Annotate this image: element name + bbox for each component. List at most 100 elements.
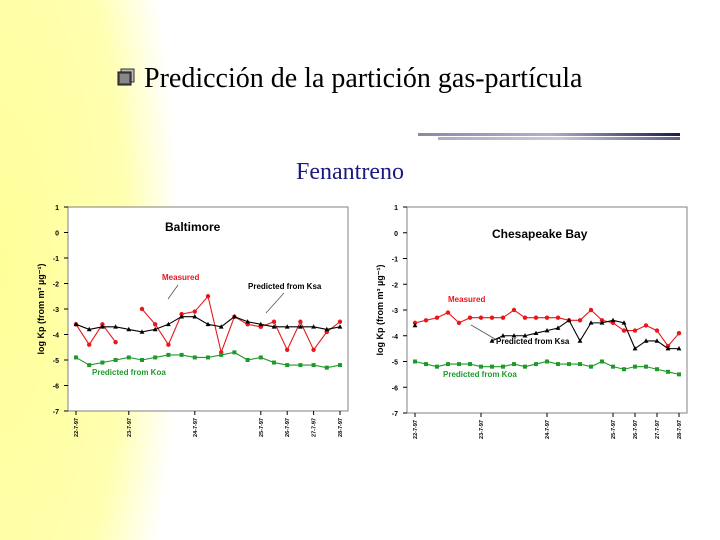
data-point xyxy=(424,362,428,367)
x-tick-label: 24-7-97 xyxy=(193,418,199,437)
data-point xyxy=(468,362,472,367)
y-tick-label: -4 xyxy=(53,333,59,340)
data-point xyxy=(676,346,682,351)
data-point xyxy=(500,315,506,320)
series-annotation: Measured xyxy=(448,295,485,304)
y-axis-label: log Kp (from m³ µg⁻¹) xyxy=(375,265,385,356)
data-point xyxy=(567,362,571,367)
data-point xyxy=(489,315,495,320)
data-point xyxy=(166,342,171,347)
series-annotation: Measured xyxy=(162,273,199,282)
data-point xyxy=(566,317,572,323)
data-point xyxy=(467,315,473,320)
data-point xyxy=(285,347,290,352)
data-point xyxy=(643,323,649,328)
data-point xyxy=(632,328,638,333)
data-point xyxy=(544,315,550,320)
y-tick-label: -1 xyxy=(392,257,398,264)
data-point xyxy=(206,355,210,360)
data-point xyxy=(522,333,528,338)
x-tick-label: 24-7-97 xyxy=(545,420,551,439)
data-point xyxy=(337,324,343,329)
data-point xyxy=(665,346,671,351)
data-point xyxy=(153,322,158,327)
cube-bullet-icon xyxy=(117,68,135,86)
data-point xyxy=(633,364,637,369)
data-point xyxy=(258,355,263,360)
data-point xyxy=(655,367,659,372)
data-point xyxy=(434,315,440,320)
data-point xyxy=(588,307,594,313)
data-point xyxy=(192,314,198,319)
data-point xyxy=(610,317,616,323)
x-tick-label: 27-7-97 xyxy=(312,418,318,437)
y-tick-label: 1 xyxy=(394,205,398,212)
data-point xyxy=(588,320,594,325)
data-point xyxy=(435,364,439,369)
data-point xyxy=(600,359,604,364)
data-point xyxy=(611,364,615,369)
y-tick-label: -3 xyxy=(392,308,398,315)
data-point xyxy=(555,325,561,330)
data-point xyxy=(666,369,670,374)
data-point xyxy=(511,307,517,313)
y-tick-label: -4 xyxy=(392,334,398,341)
data-point xyxy=(654,328,660,333)
data-point xyxy=(218,324,224,329)
data-point xyxy=(622,367,626,372)
series-annotation: Predicted from Ksa xyxy=(496,337,570,346)
data-point xyxy=(621,328,627,333)
slide-subtitle: Fenantreno xyxy=(296,159,404,185)
data-point xyxy=(523,364,527,369)
data-point xyxy=(205,294,211,299)
data-point xyxy=(456,320,462,326)
data-point xyxy=(489,338,495,343)
data-point xyxy=(501,364,505,369)
x-tick-label: 22-7-97 xyxy=(74,418,80,437)
data-point xyxy=(324,326,330,332)
data-point xyxy=(522,315,528,320)
x-tick-label: 27-7-97 xyxy=(655,420,661,439)
data-point xyxy=(654,338,660,343)
y-tick-label: -6 xyxy=(53,384,59,391)
y-tick-label: -3 xyxy=(53,307,59,314)
y-tick-label: -7 xyxy=(392,411,398,418)
y-tick-label: -5 xyxy=(392,360,398,367)
y-tick-label: 0 xyxy=(55,231,59,238)
x-tick-label: 25-7-97 xyxy=(611,420,617,439)
data-point xyxy=(126,355,131,360)
data-point xyxy=(152,326,158,332)
data-point xyxy=(599,320,605,325)
annotation-leader xyxy=(265,292,285,314)
data-point xyxy=(311,363,316,368)
x-tick-label: 28-7-97 xyxy=(677,420,683,439)
x-tick-label: 23-7-97 xyxy=(127,418,133,437)
data-point xyxy=(192,355,197,360)
data-point xyxy=(578,362,582,367)
data-point xyxy=(87,363,92,368)
data-point xyxy=(285,363,290,368)
data-point xyxy=(153,355,158,360)
chart-baltimore: 1 0 -1 -2 -3 -4 -5 -6 -7 log Kp (from m³ µg⁻¹) 22-… xyxy=(36,205,349,437)
data-point xyxy=(113,324,118,329)
data-point xyxy=(219,352,224,357)
data-point xyxy=(74,355,78,360)
data-point xyxy=(445,310,451,315)
data-point xyxy=(245,358,250,362)
slide-title: Predicción de la partición gas-partícula xyxy=(144,63,583,94)
data-point xyxy=(139,329,145,334)
series-annotation: Predicted from Ksa xyxy=(248,282,322,291)
y-tick-label: -2 xyxy=(392,282,398,289)
y-tick-label: -1 xyxy=(53,256,59,263)
plot-area xyxy=(406,206,688,414)
data-point xyxy=(533,315,539,320)
data-point xyxy=(511,333,517,338)
data-point xyxy=(577,338,583,343)
data-point xyxy=(86,326,92,332)
data-point xyxy=(324,365,329,370)
data-point xyxy=(534,362,538,367)
data-point xyxy=(556,362,560,367)
data-point xyxy=(205,321,211,327)
data-point xyxy=(140,358,144,362)
y-axis-label: log Kp (from m³ µg⁻¹) xyxy=(36,264,46,355)
